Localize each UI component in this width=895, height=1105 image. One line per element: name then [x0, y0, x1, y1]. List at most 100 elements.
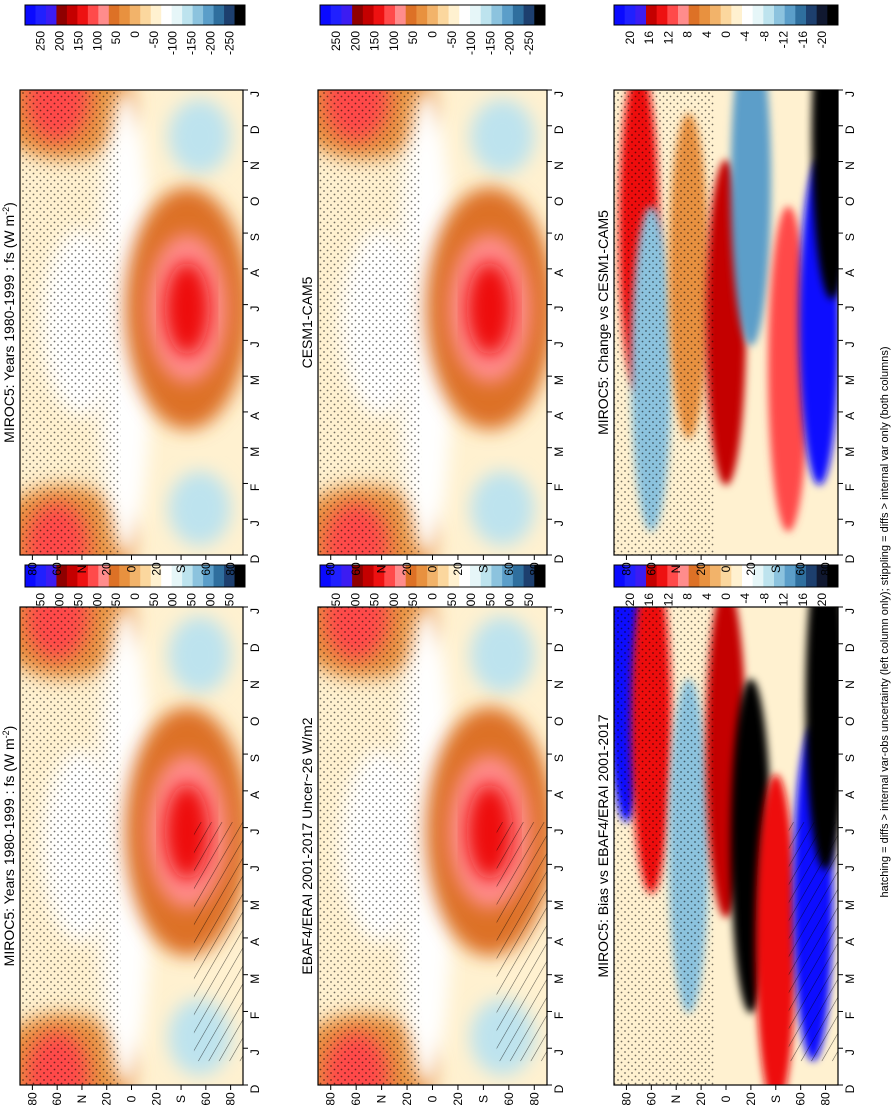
colorbar-swatch	[774, 5, 786, 25]
lat-tick-label: 0	[125, 1095, 139, 1102]
lat-tick-label: 20	[100, 1092, 114, 1105]
colorbar-swatch	[98, 565, 110, 587]
colorbar-tick-label: -200	[203, 31, 217, 55]
colorbar-swatch	[330, 5, 342, 25]
month-tick-label: J	[552, 1049, 566, 1055]
colorbar-tick-label: -100	[464, 31, 478, 55]
lat-tick-label: S	[476, 565, 490, 573]
chart-title: MIROC5: Change vs CESM1-CAM5	[595, 210, 611, 435]
stippling	[318, 90, 422, 555]
month-tick-label: J	[552, 91, 566, 97]
colorbar-swatch	[213, 565, 225, 587]
colorbar-tick-label: -4	[738, 31, 752, 42]
colorbar-swatch	[203, 565, 214, 587]
colorbar-swatch	[405, 565, 417, 587]
lat-tick-label: 20	[451, 1092, 465, 1105]
lat-tick-label: 0	[719, 1095, 733, 1102]
colorbar-swatch	[416, 5, 428, 25]
month-tick-label: A	[843, 269, 857, 277]
lat-tick-label: 60	[794, 562, 808, 576]
lat-tick-label: 60	[502, 562, 516, 576]
colorbar-tick-label: 150	[368, 31, 382, 51]
footer-caption: hatching = diffs > internal var-obs unce…	[879, 346, 891, 897]
lat-tick-label: 60	[349, 1092, 363, 1105]
month-tick-label: A	[552, 938, 566, 946]
month-tick-label: M	[843, 375, 857, 385]
colorbar-tick-label: 0	[426, 31, 440, 38]
colorbar-swatch	[140, 565, 152, 587]
lat-tick-label: 80	[619, 562, 633, 576]
month-tick-label: J	[552, 306, 566, 312]
colorbar-tick-label: 16	[642, 31, 656, 45]
colorbar-tick-label: 100	[387, 31, 401, 51]
colorbar-frame	[24, 4, 246, 26]
colorbar-swatch	[405, 5, 417, 25]
month-tick-label: J	[843, 520, 857, 526]
month-tick-label: N	[552, 680, 566, 689]
colorbar-swatch	[35, 5, 47, 25]
colorbar-swatch	[614, 5, 626, 25]
lat-tick-label: N	[75, 565, 89, 574]
colorbar-swatch	[710, 565, 722, 587]
month-tick-label: D	[552, 125, 566, 134]
colorbar-swatch	[699, 5, 711, 25]
colorbar-tick-label: -4	[738, 593, 752, 604]
colorbar-tick-label: 4	[700, 31, 714, 38]
colorbar-swatch	[384, 565, 396, 587]
lat-tick-label: 20	[149, 562, 163, 576]
month-tick-label: O	[843, 717, 857, 726]
colorbar-swatch	[752, 5, 764, 25]
colorbar-swatch	[108, 5, 120, 25]
colorbar-swatch	[806, 565, 818, 587]
lat-tick-label: N	[375, 565, 389, 574]
stippling	[614, 90, 715, 555]
lat-tick-label: 20	[100, 562, 114, 576]
lat-tick-label: S	[174, 1095, 188, 1103]
colorbar-swatch	[827, 5, 839, 25]
month-tick-label: M	[248, 375, 262, 385]
colorbar-swatch	[192, 565, 204, 587]
colorbar-swatch	[119, 565, 131, 587]
month-tick-label: S	[843, 754, 857, 762]
colorbar-tick-label: 100	[90, 31, 104, 51]
colorbar-tick-label: 0	[128, 31, 142, 38]
colorbar-tick-label: -50	[147, 31, 161, 49]
contour-region	[470, 471, 535, 546]
colorbar-swatch	[108, 565, 120, 587]
month-tick-label: J	[552, 608, 566, 614]
month-tick-label: A	[843, 938, 857, 946]
colorbar-tick-label: 200	[348, 31, 362, 51]
colorbar-tick-label: -50	[147, 593, 161, 611]
colorbar-tick-label: 16	[642, 593, 656, 607]
lat-tick-label: 20	[744, 562, 758, 576]
colorbar-swatch	[720, 565, 732, 587]
month-tick-label: M	[552, 900, 566, 910]
colorbar-swatch	[77, 5, 89, 25]
colorbar-swatch	[667, 565, 679, 587]
colorbar-swatch	[427, 5, 439, 25]
lat-tick-label: 80	[619, 1092, 633, 1105]
month-tick-label: D	[248, 125, 262, 134]
lat-tick-label: 80	[527, 562, 541, 576]
month-tick-label: M	[552, 375, 566, 385]
colorbar-swatch	[25, 5, 36, 25]
colorbar-tick-label: 0	[128, 593, 142, 600]
colorbar-swatch	[752, 565, 764, 587]
colorbar-swatch	[77, 565, 89, 587]
chart-title-text: MIROC5: Years 1980-1999 : fs (W m	[1, 738, 17, 966]
colorbar-swatch	[614, 565, 626, 587]
chart-title-end: )	[1, 202, 17, 207]
month-tick-label: N	[843, 161, 857, 170]
month-tick-label: N	[552, 161, 566, 170]
month-tick-label: M	[843, 900, 857, 910]
chart-title-sup: -2	[1, 730, 11, 738]
lat-tick-label: N	[75, 1095, 89, 1104]
colorbar-swatch	[646, 5, 658, 25]
chart-title-text: CESM1-CAM5	[299, 276, 315, 368]
month-tick-label: J	[248, 341, 262, 347]
colorbar-swatch	[816, 565, 828, 587]
lat-tick-label: 80	[25, 562, 39, 576]
